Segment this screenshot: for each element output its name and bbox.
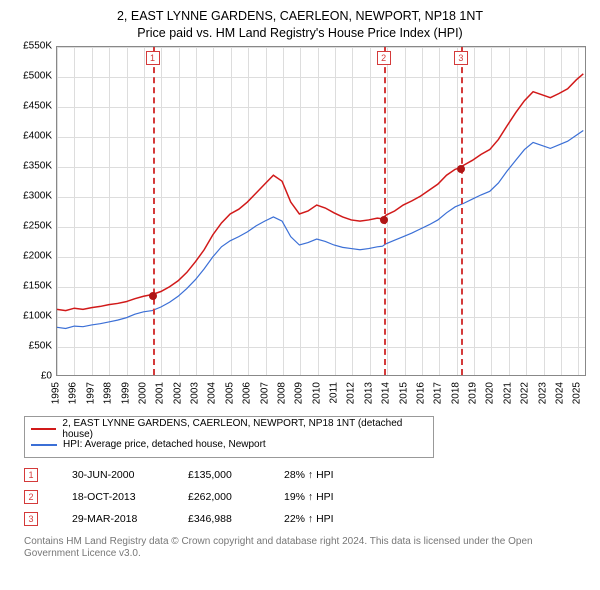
sales-row-price: £346,988 [188,513,284,525]
y-tick-label: £0 [41,370,52,381]
x-tick-label: 2004 [207,382,218,404]
y-tick-label: £550K [23,40,52,51]
x-tick-label: 2021 [502,382,513,404]
y-tick-label: £300K [23,190,52,201]
sale-event-marker: 1 [146,51,160,65]
sale-dot [380,216,388,224]
x-tick-label: 2018 [450,382,461,404]
legend-label: 2, EAST LYNNE GARDENS, CAERLEON, NEWPORT… [62,418,427,440]
x-tick-label: 2003 [190,382,201,404]
x-tick-label: 2005 [224,382,235,404]
y-tick-label: £100K [23,310,52,321]
legend-swatch [31,444,57,446]
sale-event-line [461,47,463,375]
sales-row: 3 29-MAR-2018£346,98822% ↑ HPI [24,508,588,530]
x-tick-label: 2016 [415,382,426,404]
x-tick-label: 1997 [85,382,96,404]
plot-area: 1 2 3 [56,46,586,376]
sales-row-date: 30-JUN-2000 [72,469,188,481]
sales-row-marker: 1 [24,468,38,482]
x-tick-label: 2022 [520,382,531,404]
sale-event-marker: 2 [377,51,391,65]
sales-row-marker: 2 [24,490,38,504]
series-line-property [57,74,583,311]
sales-row-marker: 3 [24,512,38,526]
y-tick-label: £500K [23,70,52,81]
line-series [57,47,585,375]
legend-swatch [31,428,56,430]
x-tick-label: 1995 [51,382,62,404]
y-tick-label: £450K [23,100,52,111]
sales-row-date: 29-MAR-2018 [72,513,188,525]
x-tick-label: 2007 [259,382,270,404]
x-tick-label: 2025 [572,382,583,404]
y-tick-label: £150K [23,280,52,291]
y-tick-label: £350K [23,160,52,171]
title-subtitle: Price paid vs. HM Land Registry's House … [12,25,588,42]
sale-event-marker: 3 [454,51,468,65]
sale-dot [457,165,465,173]
x-tick-label: 2000 [137,382,148,404]
x-tick-label: 2017 [433,382,444,404]
x-tick-label: 2024 [554,382,565,404]
x-tick-label: 2013 [363,382,374,404]
legend-label: HPI: Average price, detached house, Newp… [63,439,266,450]
x-tick-label: 1996 [68,382,79,404]
sales-row-delta: 28% ↑ HPI [284,469,384,481]
chart-title: 2, EAST LYNNE GARDENS, CAERLEON, NEWPORT… [12,8,588,42]
x-tick-label: 2012 [346,382,357,404]
legend-row: 2, EAST LYNNE GARDENS, CAERLEON, NEWPORT… [31,421,427,437]
y-tick-label: £250K [23,220,52,231]
sales-row-delta: 19% ↑ HPI [284,491,384,503]
x-tick-label: 2010 [311,382,322,404]
x-tick-label: 1999 [120,382,131,404]
sales-row-delta: 22% ↑ HPI [284,513,384,525]
sale-dot [149,292,157,300]
x-tick-label: 2015 [398,382,409,404]
x-tick-label: 2020 [485,382,496,404]
sales-row-price: £135,000 [188,469,284,481]
x-tick-label: 2001 [155,382,166,404]
sales-row: 1 30-JUN-2000£135,00028% ↑ HPI [24,464,588,486]
sale-event-line [153,47,155,375]
title-address: 2, EAST LYNNE GARDENS, CAERLEON, NEWPORT… [12,8,588,25]
chart-container: 2, EAST LYNNE GARDENS, CAERLEON, NEWPORT… [0,0,600,590]
x-tick-label: 2023 [537,382,548,404]
chart-area: £0 £50K £100K £150K £200K £250K £300K £350K £400… [12,46,588,416]
x-tick-label: 2002 [172,382,183,404]
x-tick-label: 2008 [276,382,287,404]
legend: 2, EAST LYNNE GARDENS, CAERLEON, NEWPORT… [24,416,434,458]
x-axis: 1995199619971998199920002001200220032004… [56,376,586,416]
sales-row-date: 18-OCT-2013 [72,491,188,503]
y-axis: £0£50K£100K£150K£200K£250K£300K£350K£400… [12,46,56,376]
x-tick-label: 2006 [242,382,253,404]
x-tick-label: 2011 [329,382,340,404]
sales-table: 1 30-JUN-2000£135,00028% ↑ HPI 2 18-OCT-201… [24,464,588,530]
sale-event-line [384,47,386,375]
y-tick-label: £200K [23,250,52,261]
footnote: Contains HM Land Registry data © Crown c… [24,536,584,561]
sales-row: 2 18-OCT-2013£262,00019% ↑ HPI [24,486,588,508]
x-tick-label: 2019 [468,382,479,404]
x-tick-label: 2014 [381,382,392,404]
y-tick-label: £50K [29,340,52,351]
y-tick-label: £400K [23,130,52,141]
x-tick-label: 1998 [103,382,114,404]
x-tick-label: 2009 [294,382,305,404]
sales-row-price: £262,000 [188,491,284,503]
